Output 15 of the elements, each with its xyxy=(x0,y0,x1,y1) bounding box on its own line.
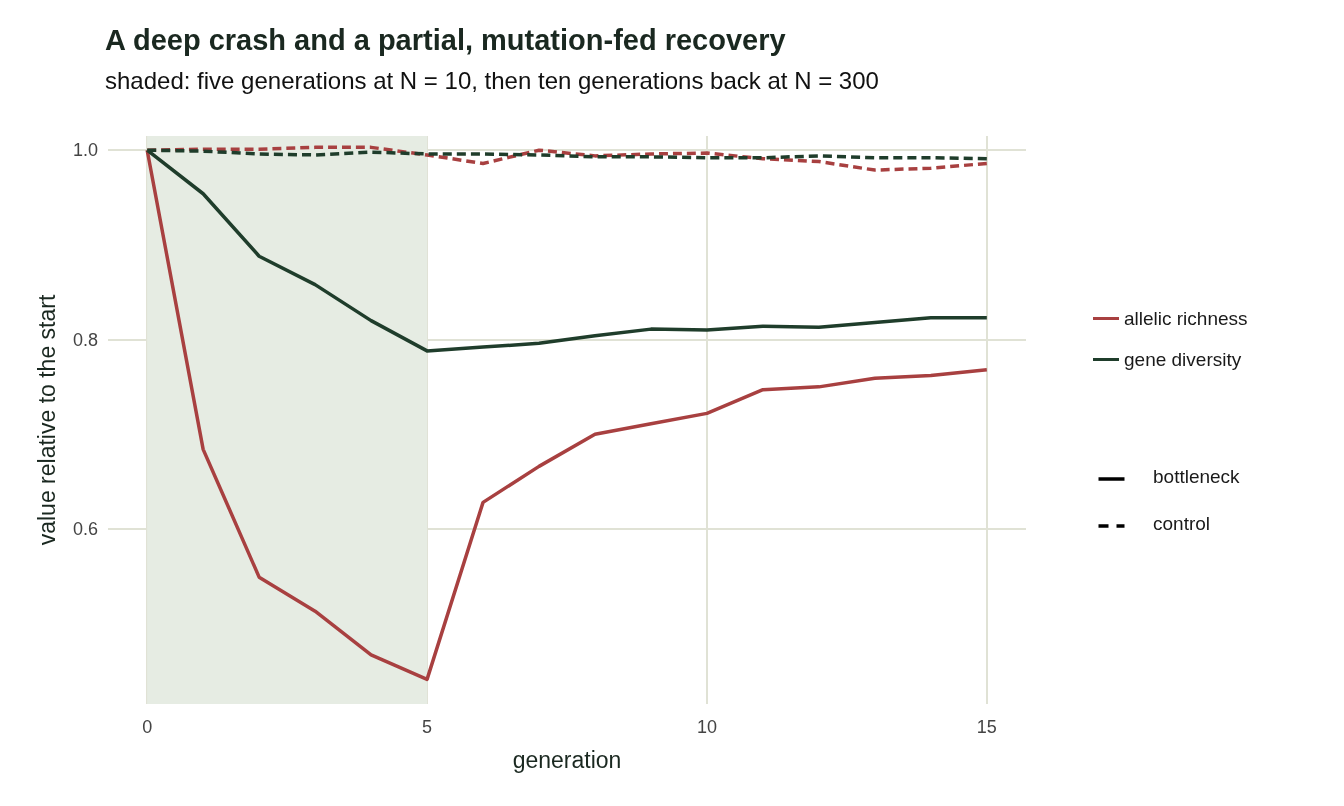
legend-label: allelic richness xyxy=(1124,308,1248,329)
x-axis-title: generation xyxy=(512,746,622,773)
chart-subtitle: shaded: five generations at N = 10, then ten generations back at N = 300 xyxy=(105,66,879,94)
x-tick-label: 10 xyxy=(696,717,717,737)
x-tick-label: 15 xyxy=(976,717,997,737)
chart-title: A deep crash and a partial, mutation-fed recovery xyxy=(105,23,786,56)
y-axis-title: value relative to the start xyxy=(33,294,60,546)
y-tick-label: 1.0 xyxy=(72,140,98,161)
text: control xyxy=(1153,513,1211,534)
x-tick-label: 0 xyxy=(142,717,153,737)
y-tick-label: 0.8 xyxy=(72,329,98,350)
y-tick-label: 0.6 xyxy=(72,518,98,539)
x-tick-label: 5 xyxy=(422,717,433,737)
text: bottleneck xyxy=(1153,466,1241,487)
legend-label: gene diversity xyxy=(1124,349,1242,370)
